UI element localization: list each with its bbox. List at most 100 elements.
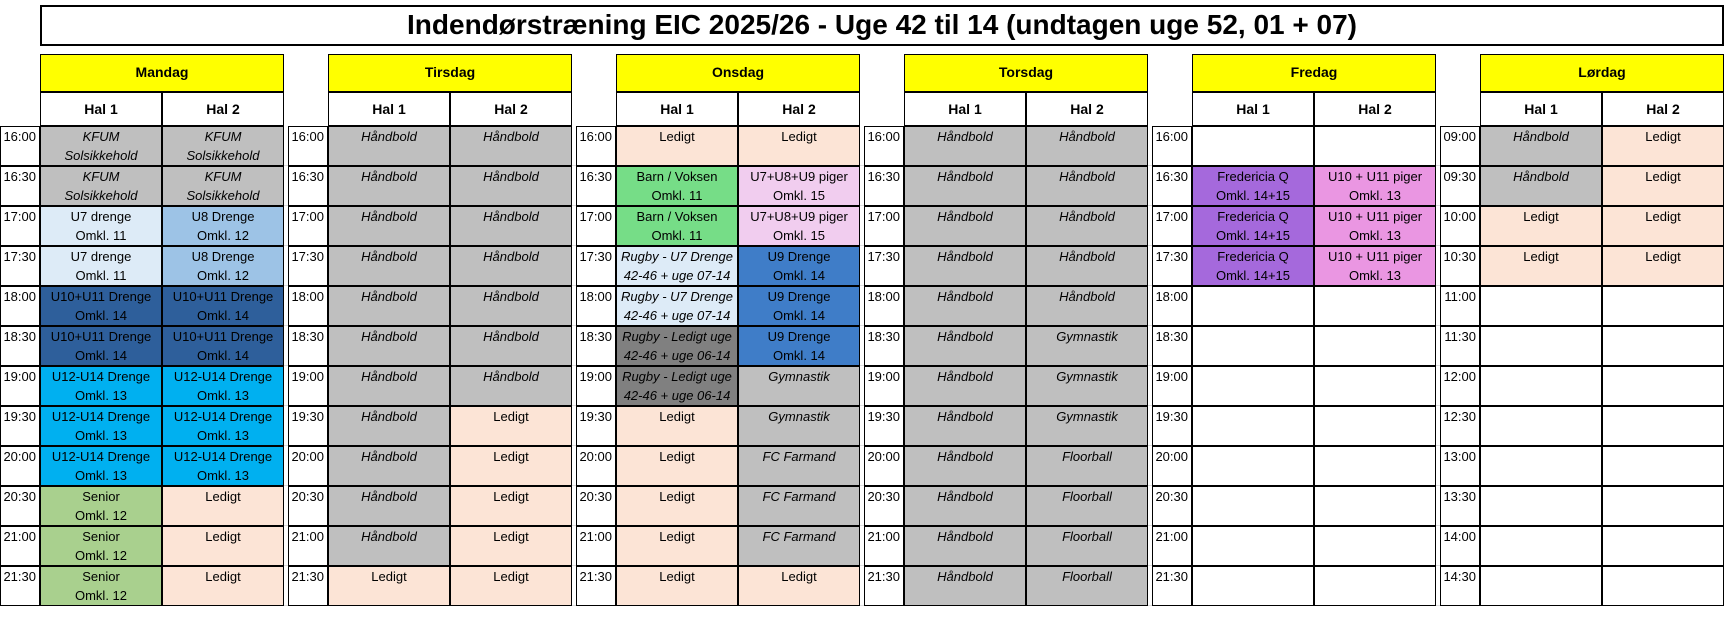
schedule-cell-line: Håndbold — [1059, 249, 1115, 264]
time-cell: 12:30 — [1440, 406, 1480, 446]
time-cell: 21:00 — [864, 526, 904, 566]
time-cell: 21:30 — [576, 566, 616, 606]
schedule-cell-line: Håndbold — [937, 529, 993, 544]
schedule-cell-line: Håndbold — [361, 209, 417, 224]
schedule-cell-line: U10+U11 Drenge — [50, 329, 152, 344]
schedule-cell: U12-U14 Drenge Omkl. 13 — [40, 446, 162, 486]
schedule-cell: Håndbold — [450, 166, 572, 206]
schedule-cell-line: U7+U8+U9 piger — [750, 169, 848, 184]
schedule-cell: Ledigt — [616, 526, 738, 566]
schedule-cell-line: Håndbold — [937, 209, 993, 224]
time-cell: 19:00 — [1152, 366, 1192, 406]
schedule-cell: U7 drenge Omkl. 11 — [40, 206, 162, 246]
schedule-cell-line: Ledigt — [781, 129, 817, 144]
time-cell: 21:00 — [288, 526, 328, 566]
schedule-cell — [1480, 406, 1602, 446]
schedule-cell: Rugby - U7 Drenge 42-46 + uge 07-14 — [616, 246, 738, 286]
time-cell: 18:30 — [864, 326, 904, 366]
schedule-cell: U9 Drenge Omkl. 14 — [738, 326, 860, 366]
time-cell: 21:00 — [1152, 526, 1192, 566]
schedule-cell-line: Omkl. 12 — [74, 547, 127, 563]
schedule-cell-line: Ledigt — [493, 569, 529, 584]
time-cell: 18:00 — [0, 286, 40, 326]
schedule-cell-line: U7 drenge — [70, 209, 132, 224]
schedule-cell-line: Ledigt — [205, 489, 241, 504]
schedule-cell: U10+U11 Drenge Omkl. 14 — [162, 286, 284, 326]
day-block-fredag: Fredag Hal 1 Hal 2 16:00 16:30 Fredericia Q Om… — [1152, 54, 1436, 606]
schedule-cell: U9 Drenge Omkl. 14 — [738, 286, 860, 326]
schedule-cell: Håndbold — [904, 326, 1026, 366]
schedule-cell: Håndbold — [904, 366, 1026, 406]
schedule-cell — [1192, 526, 1314, 566]
time-cell: 16:30 — [0, 166, 40, 206]
day-header-mandag: Mandag — [40, 54, 284, 92]
schedule-cell-line: 42-46 + uge 07-14 — [623, 307, 731, 323]
schedule-cell: KFUM Solsikkehold — [162, 166, 284, 206]
header-spacer — [576, 92, 616, 126]
day-block-torsdag: Torsdag Hal 1 Hal 2 16:00 Håndbold Håndbold 16… — [864, 54, 1148, 606]
schedule-cell: Senior Omkl. 12 — [40, 526, 162, 566]
schedule-cell: Gymnastik — [1026, 326, 1148, 366]
schedule-cell-line: Ledigt — [659, 529, 695, 544]
schedule-cell — [1602, 406, 1724, 446]
time-cell: 18:00 — [864, 286, 904, 326]
schedule-cell: FC Farmand — [738, 526, 860, 566]
schedule-cell: Floorball — [1026, 526, 1148, 566]
schedule-cell-line: Håndbold — [361, 289, 417, 304]
schedule-cell: Barn / Voksen Omkl. 11 — [616, 206, 738, 246]
hall-header-2: Hal 2 — [1314, 92, 1436, 126]
time-cell: 11:30 — [1440, 326, 1480, 366]
schedule-cell-line: Solsikkehold — [64, 187, 138, 203]
schedule-cell-line: Håndbold — [483, 209, 539, 224]
time-cell: 13:00 — [1440, 446, 1480, 486]
hall-header-1: Hal 1 — [616, 92, 738, 126]
time-cell: 19:30 — [576, 406, 616, 446]
schedule-cell-line: Ledigt — [493, 449, 529, 464]
time-cell: 19:00 — [288, 366, 328, 406]
time-cell: 19:30 — [288, 406, 328, 446]
schedule-cell: U12-U14 Drenge Omkl. 13 — [162, 446, 284, 486]
day-header-onsdag: Onsdag — [616, 54, 860, 92]
time-cell: 16:30 — [576, 166, 616, 206]
time-cell: 14:30 — [1440, 566, 1480, 606]
header-spacer — [864, 54, 904, 92]
schedule-cell-line: Håndbold — [937, 289, 993, 304]
schedule-cell — [1314, 486, 1436, 526]
schedule-cell-line: Omkl. 12 — [196, 267, 249, 283]
schedule-cell-line: Ledigt — [659, 409, 695, 424]
time-cell: 17:30 — [576, 246, 616, 286]
schedule-cell-line: Fredericia Q — [1217, 169, 1289, 184]
hall-header-1: Hal 1 — [1480, 92, 1602, 126]
schedule-cell: Ledigt — [162, 566, 284, 606]
schedule-cell-line: Håndbold — [483, 129, 539, 144]
schedule-cell-line: Håndbold — [1513, 169, 1569, 184]
time-cell: 19:00 — [576, 366, 616, 406]
schedule-cell-line: Ledigt — [1523, 209, 1559, 224]
schedule-cell: Håndbold — [904, 526, 1026, 566]
schedule-cell-line: U7+U8+U9 piger — [750, 209, 848, 224]
schedule-cell — [1314, 286, 1436, 326]
time-cell: 17:00 — [0, 206, 40, 246]
schedule-cell: U12-U14 Drenge Omkl. 13 — [162, 406, 284, 446]
schedule-cell — [1192, 126, 1314, 166]
schedule-cell: U12-U14 Drenge Omkl. 13 — [162, 366, 284, 406]
schedule-cell: U10 + U11 piger Omkl. 13 — [1314, 166, 1436, 206]
time-cell: 18:00 — [288, 286, 328, 326]
schedule-cell-line: Gymnastik — [1056, 409, 1118, 424]
schedule-cell-line: Håndbold — [361, 449, 417, 464]
schedule-cell: Håndbold — [1026, 246, 1148, 286]
schedule-cell-line: Ledigt — [1523, 249, 1559, 264]
day-block-onsdag: Onsdag Hal 1 Hal 2 16:00 Ledigt Ledigt 16:30 Ba… — [576, 54, 860, 606]
schedule-cell: U10+U11 Drenge Omkl. 14 — [40, 286, 162, 326]
schedule-cell — [1314, 126, 1436, 166]
schedule-cell: Gymnastik — [1026, 406, 1148, 446]
time-cell: 17:00 — [288, 206, 328, 246]
time-cell: 18:30 — [576, 326, 616, 366]
schedule-cell-line: Senior — [82, 529, 120, 544]
schedule-cell-line: Rugby - Ledigt uge — [622, 369, 732, 384]
hall-header-1: Hal 1 — [328, 92, 450, 126]
schedule-cell — [1192, 486, 1314, 526]
time-cell: 10:00 — [1440, 206, 1480, 246]
schedule-cell-line: Håndbold — [361, 169, 417, 184]
schedule-cell: Ledigt — [1602, 126, 1724, 166]
